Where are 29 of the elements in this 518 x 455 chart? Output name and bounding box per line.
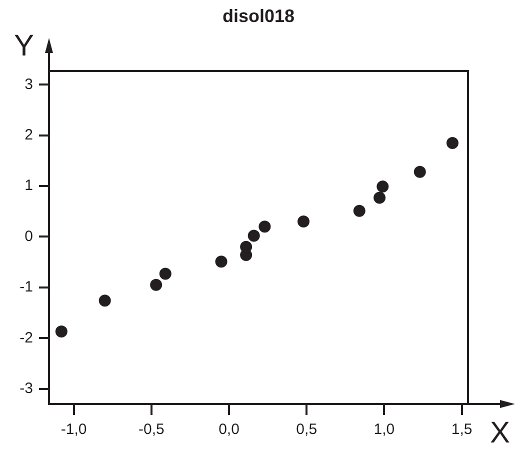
point	[353, 204, 366, 217]
point	[414, 166, 426, 178]
point	[376, 180, 389, 193]
x-tick-label: 0,0	[218, 421, 240, 438]
y-tick-label: -2	[20, 329, 33, 346]
y-tick-label: -3	[20, 380, 33, 397]
y-tick-label: 3	[24, 76, 33, 93]
point	[374, 192, 386, 204]
y-axis-title: Y	[14, 29, 34, 62]
point	[98, 294, 111, 307]
x-tick-label: 1,0	[374, 421, 395, 438]
y-tick-label: -1	[20, 278, 33, 296]
chart-title: disol018	[222, 6, 295, 26]
x-tick-label: -0,5	[138, 421, 164, 438]
point	[258, 220, 271, 233]
x-axis-title: X	[490, 416, 510, 450]
point	[446, 136, 458, 149]
x-tick-label: 0,5	[296, 421, 318, 438]
point	[55, 326, 68, 338]
y-tick-label: 0	[24, 228, 33, 245]
point	[159, 268, 172, 280]
point	[248, 230, 260, 242]
y-tick-label: 1	[24, 177, 33, 194]
point	[215, 256, 228, 268]
point	[298, 216, 310, 228]
y-tick-label: 2	[24, 126, 33, 144]
point	[150, 278, 162, 291]
x-tick-label: 1,5	[451, 421, 472, 438]
x-tick-label: -1,0	[60, 421, 87, 438]
